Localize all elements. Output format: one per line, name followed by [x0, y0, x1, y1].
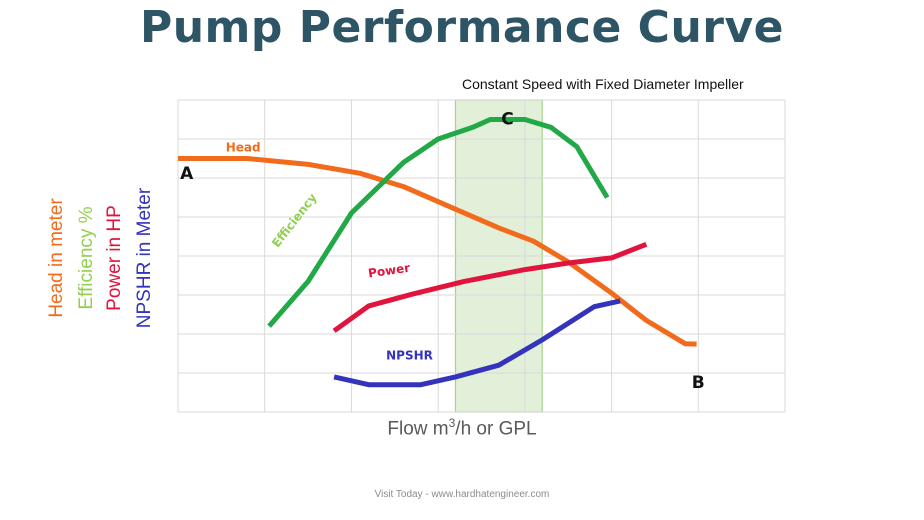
y-axis-label-4: NPSHR in Meter	[134, 187, 155, 328]
page-title: Pump Performance Curve	[139, 2, 785, 53]
series-line-power	[332, 241, 648, 333]
y-axis-labels: Head in meter Efficiency % Power in HP NPSH…	[46, 187, 155, 328]
y-axis-label-2: Efficiency %	[76, 206, 97, 309]
series-label-npshr: NPSHR	[386, 348, 433, 362]
y-axis-label-1: Head in meter	[46, 198, 67, 318]
x-axis-label-superscript: 3	[448, 416, 456, 430]
series-label-head: Head	[226, 140, 261, 154]
x-axis-label: Flow m3/h or GPL	[0, 416, 924, 440]
x-axis-label-rest: /h or GPL	[455, 418, 537, 440]
series-line-head	[178, 156, 697, 347]
grid	[177, 99, 786, 413]
footer-source: Visit Today - www.hardhatengineer.com	[374, 489, 550, 500]
point-annotations: A B C	[180, 110, 705, 393]
series-line-efficiency	[267, 117, 610, 328]
annotation-point-a: A	[180, 164, 194, 184]
series-label-power: Power	[367, 261, 411, 281]
y-axis-label-3: Power in HP	[104, 205, 125, 311]
series-lines	[178, 117, 697, 388]
x-axis-label-text: Flow m	[387, 418, 449, 440]
series-line-npshr	[333, 298, 621, 388]
chart-subtitle: Constant Speed with Fixed Diameter Impel…	[462, 76, 744, 92]
annotation-point-b: B	[692, 373, 705, 393]
annotation-point-c: C	[501, 110, 513, 130]
series-label-efficiency: Efficiency	[269, 191, 320, 251]
